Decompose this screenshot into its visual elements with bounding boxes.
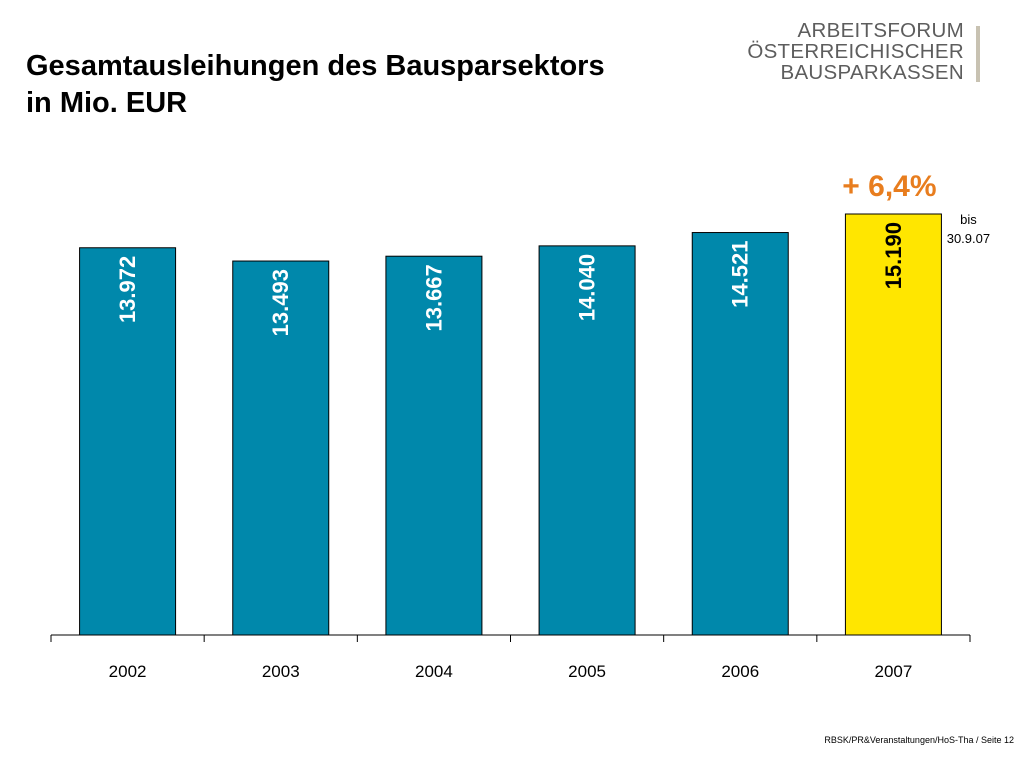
tick-label-2005: 2005 bbox=[568, 662, 606, 681]
logo-line-2: ÖSTERREICHISCHER bbox=[747, 40, 964, 63]
logo-line-3: BAUSPARKASSEN bbox=[780, 61, 964, 84]
bar-2005 bbox=[538, 245, 636, 636]
bar-2006 bbox=[691, 232, 789, 636]
value-label-2003: 13.493 bbox=[268, 269, 293, 336]
tick-label-2003: 2003 bbox=[262, 662, 300, 681]
logo-line-1: ARBEITSFORUM bbox=[797, 19, 964, 42]
value-label-2005: 14.040 bbox=[575, 254, 600, 321]
bar-2002 bbox=[79, 247, 177, 636]
logo-bar bbox=[976, 26, 980, 82]
page-title: Gesamtausleihungen des Bausparsektors in… bbox=[26, 48, 605, 122]
value-label-2007: 15.190 bbox=[881, 222, 906, 289]
note-line-2: 30.9.07 bbox=[947, 231, 990, 246]
logo-text: ARBEITSFORUM ÖSTERREICHISCHER BAUSPARKAS… bbox=[747, 20, 964, 83]
value-label-2002: 13.972 bbox=[115, 256, 140, 323]
tick-label-2004: 2004 bbox=[415, 662, 453, 681]
note-line-1: bis bbox=[960, 212, 977, 227]
tick-label-2007: 2007 bbox=[875, 662, 913, 681]
tick-label-2002: 2002 bbox=[109, 662, 147, 681]
bar-2004 bbox=[385, 255, 483, 636]
title-line-2: in Mio. EUR bbox=[26, 87, 188, 119]
bar-2003 bbox=[232, 260, 330, 636]
value-label-2004: 13.667 bbox=[421, 264, 446, 331]
growth-annotation: + 6,4% bbox=[842, 170, 936, 203]
bar-2007 bbox=[844, 213, 942, 636]
value-label-2006: 14.521 bbox=[728, 241, 753, 308]
title-line-1: Gesamtausleihungen des Bausparsektors bbox=[26, 50, 605, 82]
footer-text: RBSK/PR&Veranstaltungen/HoS-Tha / Seite … bbox=[824, 735, 1014, 745]
logo-arbeitsforum: ARBEITSFORUM ÖSTERREICHISCHER BAUSPARKAS… bbox=[728, 20, 980, 84]
tick-label-2006: 2006 bbox=[721, 662, 759, 681]
